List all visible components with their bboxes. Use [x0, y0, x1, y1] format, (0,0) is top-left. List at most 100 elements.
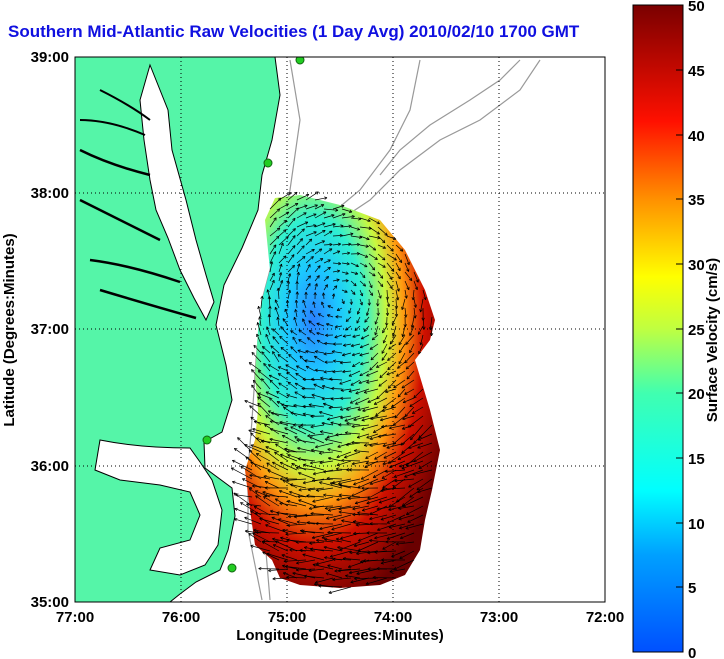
- velocity-vector-head: [286, 394, 290, 398]
- velocity-vector-head: [378, 500, 383, 504]
- velocity-vector: [287, 207, 299, 219]
- velocity-vector-head: [277, 366, 282, 370]
- velocity-vector-head: [356, 571, 360, 575]
- velocity-vector-head: [316, 322, 320, 326]
- velocity-vector-head: [279, 501, 283, 506]
- velocity-vector: [395, 289, 399, 301]
- velocity-vector-head: [324, 196, 328, 200]
- velocity-vector-head: [369, 443, 373, 447]
- velocity-vector: [345, 575, 361, 579]
- velocity-vector: [307, 487, 325, 491]
- velocity-vector-head: [237, 437, 241, 441]
- velocity-vector: [314, 211, 327, 219]
- velocity-vector-head: [303, 212, 307, 216]
- velocity-vector-head: [252, 484, 256, 488]
- velocity-vector: [248, 488, 262, 498]
- velocity-vector-head: [380, 561, 384, 565]
- velocity-vector-head: [279, 420, 283, 425]
- velocity-vector: [341, 271, 349, 275]
- velocity-vector-head: [322, 402, 327, 406]
- velocity-vector-head: [399, 259, 403, 264]
- velocity-vector-head: [310, 414, 314, 419]
- velocity-vector: [377, 262, 386, 268]
- velocity-vector-head: [260, 295, 264, 300]
- velocity-vector: [277, 287, 280, 300]
- velocity-vector: [326, 514, 343, 519]
- velocity-vector: [398, 514, 415, 520]
- velocity-vector-head: [378, 295, 382, 299]
- velocity-vector-head: [380, 517, 384, 521]
- velocity-vector: [269, 379, 280, 390]
- velocity-vector: [244, 517, 262, 525]
- velocity-vector: [323, 352, 334, 355]
- colorbar-tick-label: 30: [688, 257, 705, 274]
- velocity-vector-head: [346, 407, 350, 411]
- velocity-vector-head: [348, 242, 352, 246]
- velocity-vector-head: [369, 522, 373, 526]
- velocity-vector: [420, 298, 424, 313]
- velocity-vector-head: [281, 554, 285, 558]
- velocity-vector-head: [332, 342, 336, 346]
- velocity-vector: [319, 451, 334, 454]
- velocity-vector: [254, 512, 280, 516]
- velocity-vector-head: [339, 381, 343, 385]
- velocity-vector-head: [389, 569, 393, 574]
- velocity-vector-head: [266, 289, 270, 293]
- velocity-vector: [376, 361, 388, 368]
- velocity-vector: [248, 362, 262, 372]
- velocity-vector: [353, 521, 370, 525]
- velocity-vector-head: [379, 374, 383, 379]
- velocity-vector: [253, 506, 271, 516]
- velocity-vector: [327, 532, 352, 534]
- y-tick-label: 35:00: [31, 594, 69, 611]
- velocity-vector: [408, 478, 424, 488]
- velocity-vector: [278, 192, 292, 201]
- velocity-vector: [293, 317, 298, 327]
- velocity-vector: [387, 352, 397, 361]
- velocity-vector: [280, 347, 289, 354]
- velocity-vector: [342, 558, 361, 561]
- velocity-vector: [364, 388, 379, 394]
- velocity-vector-head: [374, 332, 378, 336]
- velocity-vector: [389, 424, 406, 429]
- velocity-vector: [346, 406, 361, 411]
- velocity-vector-head: [375, 413, 379, 417]
- velocity-vector-head: [406, 376, 410, 380]
- velocity-vector: [290, 426, 307, 435]
- velocity-vector-head: [398, 526, 403, 530]
- velocity-vector-head: [295, 281, 299, 285]
- velocity-vector: [383, 334, 388, 344]
- velocity-vector: [404, 271, 413, 281]
- velocity-vector: [359, 217, 371, 222]
- velocity-vector: [279, 335, 289, 345]
- velocity-vector: [408, 442, 424, 449]
- velocity-vector-head: [359, 292, 364, 297]
- velocity-vector-head: [342, 343, 347, 347]
- velocity-vector-head: [352, 363, 356, 368]
- velocity-vector: [351, 487, 370, 497]
- velocity-vector: [392, 415, 406, 426]
- velocity-vector-head: [285, 236, 289, 240]
- velocity-vector: [377, 226, 388, 236]
- velocity-vector: [261, 541, 280, 552]
- velocity-vector: [357, 406, 370, 411]
- velocity-vector: [332, 205, 345, 210]
- velocity-vector-head: [326, 417, 331, 421]
- velocity-vector-head: [374, 321, 378, 325]
- velocity-vector-head: [321, 301, 325, 305]
- velocity-vector: [344, 451, 361, 458]
- velocity-vector: [386, 442, 406, 449]
- velocity-vector-head: [287, 289, 292, 293]
- velocity-vector: [329, 378, 343, 381]
- velocity-vector: [413, 271, 419, 283]
- velocity-vector: [368, 262, 375, 271]
- velocity-vector: [316, 322, 325, 327]
- velocity-vector: [278, 272, 282, 282]
- velocity-vector: [292, 572, 316, 579]
- velocity-vector-head: [305, 193, 310, 197]
- velocity-vector: [404, 262, 410, 272]
- velocity-vector-head: [323, 352, 327, 356]
- velocity-vector-head: [296, 520, 300, 524]
- velocity-vector: [244, 444, 262, 453]
- velocity-vector: [401, 379, 415, 389]
